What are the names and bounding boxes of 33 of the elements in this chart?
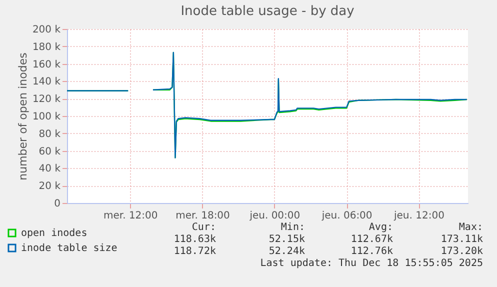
text: 118.63k (174, 234, 216, 245)
y-tick-label: 140 k (32, 76, 61, 88)
y-tick-label: 100 k (32, 112, 61, 122)
text: 112.67k (350, 234, 393, 245)
y-tick-label: 20 k (38, 181, 61, 192)
y-tick-label: 80 k (38, 128, 61, 140)
text: 173.11k (440, 234, 483, 245)
text: Max: (458, 222, 483, 233)
text: Min: (280, 222, 305, 233)
y-tick-label: 40 k (38, 164, 61, 175)
y-tick-label: 160 k (32, 59, 61, 70)
text: 52.24k (268, 246, 305, 257)
legend-label: open inodes (21, 228, 88, 239)
y-tick-label: 180 k (32, 42, 61, 53)
x-tick-label: mer. 18:00 (176, 210, 230, 222)
text: Avg: (368, 222, 393, 233)
x-tick-label: mer. 12:00 (103, 210, 158, 222)
y-tick-label: 120 k (32, 94, 61, 106)
y-tick-label: 60 k (38, 146, 61, 158)
text: Last update: Thu Dec 18 15:55:05 2025 (260, 258, 483, 269)
text: 112.76k (350, 246, 393, 257)
legend-label: inode table size (21, 243, 118, 254)
text: 173.20k (440, 246, 483, 257)
x-tick-label: jeu. 06:00 (320, 210, 372, 222)
x-tick-label: jeu. 00:00 (248, 210, 300, 222)
y-axis-title: number of open inodes (16, 52, 30, 180)
text: Cur: (192, 222, 216, 233)
y-tick-label: 200 k (32, 24, 61, 36)
text: 52.15k (268, 234, 305, 245)
chart-title: Inode table usage - by day (180, 4, 355, 19)
x-tick-label: jeu. 12:00 (392, 210, 444, 222)
text: 118.72k (174, 246, 216, 257)
y-tick-label: 0 (54, 198, 60, 210)
